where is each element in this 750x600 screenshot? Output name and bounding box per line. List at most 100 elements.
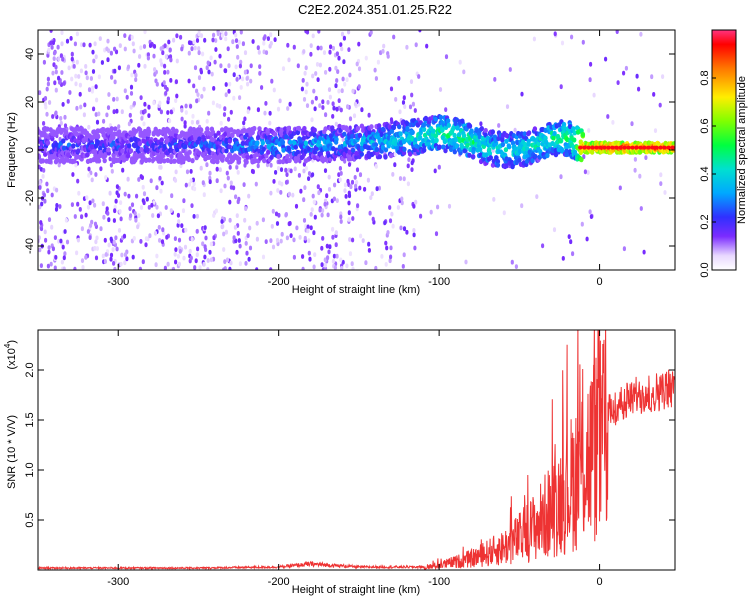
spectrogram-noise-cell	[118, 43, 122, 48]
spectrogram-noise-cell	[224, 92, 228, 98]
spectrogram-ridge-cell	[211, 159, 216, 165]
spectrogram-noise-cell	[176, 212, 180, 218]
spectrogram-ridge-cell	[95, 139, 101, 145]
spectrogram-ridge-cell	[441, 144, 446, 150]
spectrogram-noise-cell	[403, 104, 407, 109]
spectrogram-noise-cell	[113, 68, 117, 74]
spectrogram-ridge-cell	[487, 147, 492, 153]
spectrogram-noise-cell	[175, 93, 179, 99]
spectrogram-noise-cell	[112, 218, 116, 223]
spectrogram-noise-cell	[411, 101, 415, 107]
spectrogram-noise-cell	[340, 265, 344, 270]
spectrogram-noise-cell	[159, 188, 163, 194]
spectrogram-noise-cell	[53, 235, 58, 241]
spectrogram-ridge-cell	[510, 164, 515, 170]
spectrogram-noise-cell	[143, 108, 147, 114]
spectrogram-noise-cell	[164, 91, 168, 96]
spectrogram-ridge-cell	[190, 158, 195, 164]
spectrogram-ridge-cell	[405, 125, 410, 131]
spectrogram-noise-cell	[502, 210, 506, 216]
spectrogram-noise-cell	[281, 66, 286, 71]
spectrogram-noise-cell	[84, 64, 88, 69]
spectrogram-noise-cell	[284, 180, 289, 185]
spectrogram-noise-cell	[615, 30, 619, 34]
spectrogram-noise-cell	[154, 262, 158, 268]
spectrogram-noise-cell	[228, 165, 232, 170]
spectrogram-noise-cell	[289, 168, 293, 174]
spectrogram-noise-cell	[53, 80, 57, 86]
spectrogram-ridge-cell	[127, 143, 132, 149]
spectrogram-ridge-cell	[442, 139, 448, 145]
colorbar-tick-label: 0.0	[699, 262, 711, 277]
spectrogram-ridge-cell	[162, 158, 167, 164]
spectrogram-noise-cell	[343, 188, 347, 194]
spectrogram-ridge-cell	[301, 135, 306, 141]
spectrogram-noise-cell	[250, 168, 255, 174]
spectrogram-ridge-cell	[590, 149, 595, 155]
spectrogram-noise-cell	[114, 198, 118, 204]
spectrogram-ridge-cell	[66, 152, 71, 158]
spectrogram-noise-cell	[586, 170, 590, 175]
spectrogram-noise-cell	[177, 237, 182, 243]
spectrogram-noise-cell	[91, 85, 95, 91]
spectrogram-noise-cell	[98, 36, 102, 41]
spectrogram-noise-cell	[106, 38, 110, 44]
spectrogram-noise-cell	[109, 162, 113, 168]
spectrogram-noise-cell	[66, 99, 70, 104]
spectrogram-noise-cell	[380, 254, 384, 259]
spectrogram-noise-cell	[307, 171, 312, 176]
spectrogram-noise-cell	[212, 32, 216, 38]
spectrogram-noise-cell	[412, 228, 416, 233]
spectrogram-noise-cell	[400, 196, 404, 202]
spectrogram-noise-cell	[320, 212, 324, 218]
spectrogram-noise-cell	[560, 40, 565, 46]
snr-multiplier: (x104)	[3, 340, 18, 370]
spectrogram-noise-cell	[76, 237, 80, 243]
spectrogram-noise-cell	[510, 259, 514, 265]
spectrogram-noise-cell	[319, 45, 323, 51]
x-tick-label: 0	[597, 276, 603, 288]
spectrogram-ridge-cell	[172, 158, 177, 164]
spectrogram-noise-cell	[347, 47, 351, 52]
spectrogram-ridge-core-cell	[662, 145, 667, 150]
spectrogram-noise-cell	[209, 257, 213, 263]
spectrogram-noise-cell	[68, 90, 72, 95]
spectrogram-noise-cell	[163, 265, 167, 270]
spectrogram-noise-cell	[261, 254, 266, 260]
spectrogram-noise-cell	[205, 162, 209, 168]
spectrogram-ridge-core-cell	[650, 145, 655, 150]
spectrogram-noise-cell	[50, 224, 54, 230]
spectrogram-noise-cell	[269, 190, 273, 196]
spectrogram-noise-cell	[272, 179, 276, 184]
spectrogram-ridge-cell	[137, 141, 142, 147]
spectrogram-noise-cell	[268, 120, 272, 126]
spectrogram-noise-cell	[339, 42, 343, 47]
spectrogram-ridge-cell	[276, 153, 281, 160]
spectrogram-noise-cell	[323, 168, 328, 174]
spectrogram-noise-cell	[287, 57, 291, 63]
spectrogram-noise-cell	[305, 81, 309, 87]
spectrogram-x-axis-label: Height of straight line (km)	[292, 284, 420, 296]
spectrogram-noise-cell	[175, 58, 179, 64]
spectrogram-noise-cell	[54, 110, 58, 116]
spectrogram-noise-cell	[63, 229, 67, 234]
spectrogram-noise-cell	[276, 188, 280, 193]
spectrogram-noise-cell	[78, 207, 82, 212]
spectrogram-noise-cell	[335, 198, 339, 204]
spectrogram-noise-cell	[239, 85, 243, 90]
spectrogram-ridge-cell	[45, 140, 51, 146]
spectrogram-noise-cell	[208, 170, 212, 176]
spectrogram-noise-cell	[339, 219, 343, 224]
spectrogram-noise-cell	[142, 121, 146, 127]
y-tick-label: 40	[24, 48, 36, 60]
spectrogram-noise-cell	[374, 265, 378, 270]
spectrogram-noise-cell	[652, 92, 656, 97]
spectrogram-noise-cell	[357, 66, 362, 72]
spectrogram-noise-cell	[38, 185, 42, 190]
snr-plot-area	[38, 330, 675, 570]
spectrogram-noise-cell	[223, 183, 227, 189]
spectrogram-noise-cell	[458, 59, 462, 65]
spectrogram-ridge-cell	[433, 116, 438, 122]
spectrogram-noise-cell	[244, 206, 248, 212]
spectrogram-noise-cell	[307, 238, 311, 244]
